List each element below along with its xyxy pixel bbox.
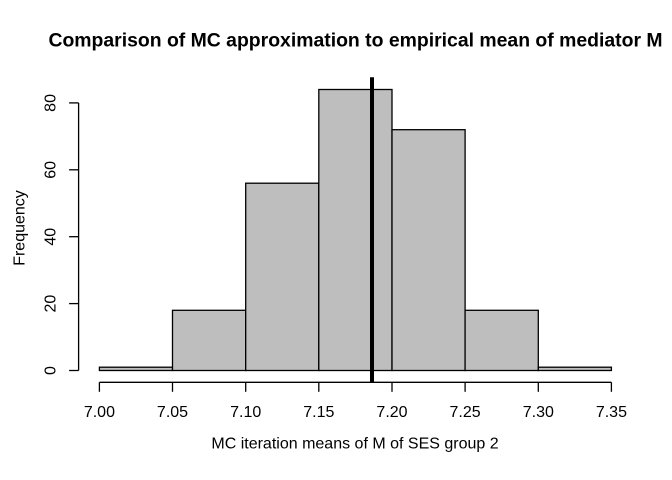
svg-text:7.35: 7.35 [596, 404, 627, 421]
svg-text:Frequency: Frequency [12, 190, 29, 266]
svg-text:7.15: 7.15 [303, 404, 334, 421]
svg-text:20: 20 [43, 295, 60, 313]
svg-text:7.00: 7.00 [84, 404, 115, 421]
svg-text:7.25: 7.25 [450, 404, 481, 421]
svg-text:Comparison of MC approximation: Comparison of MC approximation to empiri… [48, 29, 662, 51]
svg-text:80: 80 [43, 94, 60, 112]
svg-text:7.10: 7.10 [230, 404, 261, 421]
svg-text:60: 60 [43, 161, 60, 179]
svg-text:0: 0 [43, 366, 60, 375]
svg-text:7.20: 7.20 [376, 404, 407, 421]
svg-text:7.30: 7.30 [523, 404, 554, 421]
svg-text:40: 40 [43, 228, 60, 246]
svg-text:MC iteration means of M of SES: MC iteration means of M of SES group 2 [211, 436, 498, 453]
svg-text:7.05: 7.05 [157, 404, 188, 421]
